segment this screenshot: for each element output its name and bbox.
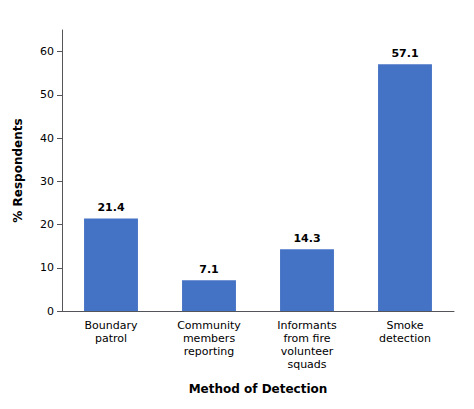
svg-text:Method of Detection: Method of Detection [189,382,328,396]
svg-text:14.3: 14.3 [293,232,320,245]
svg-text:21.4: 21.4 [97,201,124,214]
svg-text:10: 10 [40,261,54,274]
svg-text:57.1: 57.1 [391,47,418,60]
svg-text:Boundary: Boundary [85,319,138,332]
svg-text:Informants: Informants [277,319,337,332]
svg-text:0: 0 [47,305,54,318]
svg-text:40: 40 [40,132,54,145]
svg-text:30: 30 [40,175,54,188]
svg-text:% Respondents: % Respondents [11,118,25,222]
svg-text:volunteer: volunteer [281,345,334,358]
svg-text:reporting: reporting [184,345,235,358]
svg-text:Smoke: Smoke [386,319,423,332]
svg-text:60: 60 [40,45,54,58]
svg-text:Community: Community [177,319,241,332]
svg-text:20: 20 [40,218,54,231]
svg-text:50: 50 [40,88,54,101]
svg-text:from fire: from fire [283,332,330,345]
svg-text:detection: detection [379,332,431,345]
svg-text:members: members [183,332,235,345]
svg-text:7.1: 7.1 [199,263,219,276]
svg-text:squads: squads [287,358,326,371]
svg-text:patrol: patrol [95,332,127,345]
